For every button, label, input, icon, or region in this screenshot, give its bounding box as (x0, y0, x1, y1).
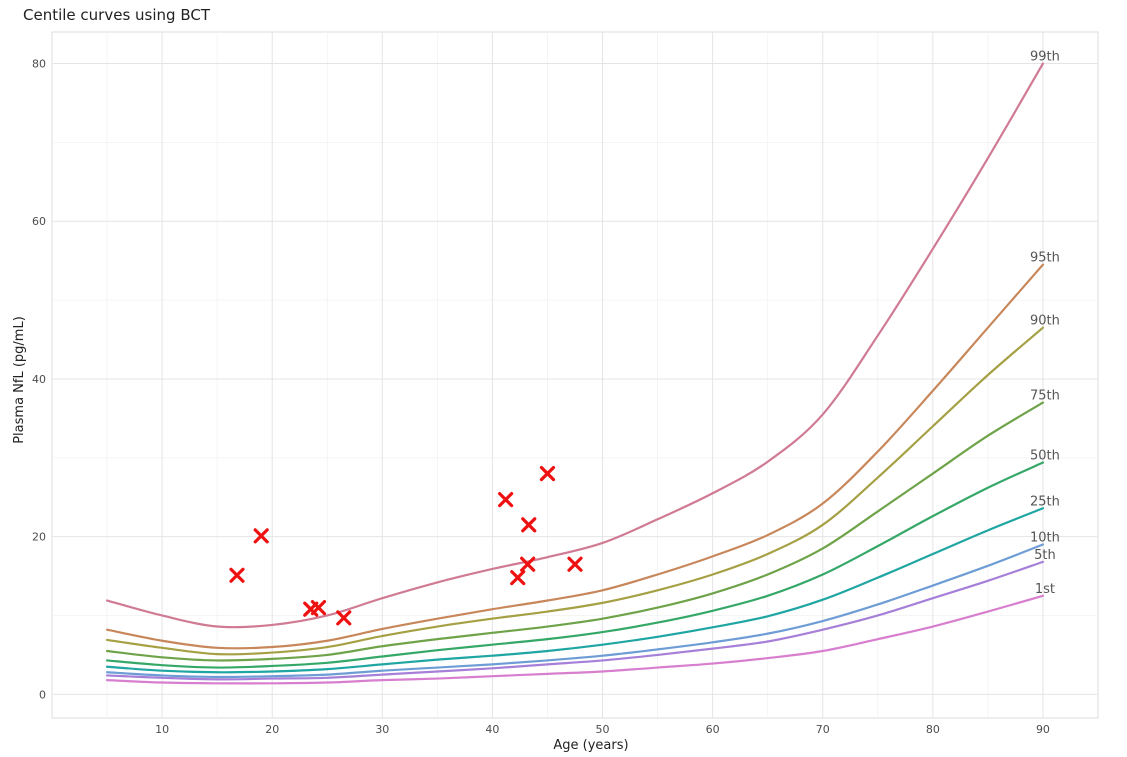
data-point-stroke (520, 556, 536, 572)
centile-label-10th: 10th (1030, 531, 1060, 546)
plot-panel (51, 31, 1099, 719)
data-point (521, 517, 537, 533)
centile-label-1st: 1st (1035, 582, 1055, 597)
x-tick-label: 70 (816, 723, 830, 736)
x-tick-label: 90 (1036, 723, 1050, 736)
data-point-stroke (498, 491, 514, 508)
chart-title: Centile curves using BCT (23, 6, 211, 24)
y-tick-label: 40 (32, 373, 46, 386)
centile-label-5th: 5th (1034, 548, 1056, 563)
y-tick-label: 60 (32, 215, 46, 228)
observed-points (229, 465, 583, 626)
grid-lines (52, 32, 1098, 718)
data-point (310, 600, 327, 616)
data-point (567, 556, 583, 572)
data-point (498, 491, 514, 508)
centile-curves (105, 62, 1045, 685)
data-point (229, 567, 245, 583)
data-point (539, 465, 556, 482)
y-tick-label: 0 (39, 688, 46, 701)
centile-label-50th: 50th (1030, 449, 1060, 464)
y-tick-label: 20 (32, 531, 46, 544)
data-point-stroke (521, 517, 537, 533)
centile-curve-90th (105, 326, 1045, 656)
data-point (520, 556, 536, 572)
data-point (336, 610, 352, 626)
plot-area (51, 31, 1099, 719)
data-point-stroke (336, 610, 352, 626)
data-point (253, 528, 269, 544)
y-axis-ticks: 0 20 40 60 80 (32, 58, 46, 702)
centile-curve-1st (105, 594, 1045, 685)
data-point-stroke (567, 556, 583, 572)
centile-label-99th: 99th (1030, 50, 1060, 65)
y-axis-label: Plasma NfL (pg/mL) (12, 316, 27, 444)
data-point (510, 570, 526, 586)
centile-curve-99th (105, 62, 1045, 629)
centile-curve-25th (105, 507, 1045, 674)
data-point-stroke (253, 528, 269, 544)
centile-labels: 1st 5th 10th 25th 50th 75th 90th 95th 99th (1030, 50, 1060, 597)
data-point-stroke (310, 600, 327, 616)
centile-label-95th: 95th (1030, 251, 1060, 266)
x-tick-label: 30 (375, 723, 389, 736)
x-tick-label: 80 (926, 723, 940, 736)
centile-curve-50th (105, 461, 1045, 669)
centile-curve-10th (105, 543, 1045, 679)
data-point-stroke (229, 567, 245, 583)
x-tick-label: 10 (155, 723, 169, 736)
data-point-stroke (510, 570, 526, 586)
data-point-stroke (539, 465, 556, 482)
y-tick-label: 80 (32, 58, 46, 71)
x-axis-ticks: 10 20 30 40 50 60 70 80 90 (155, 723, 1050, 736)
centile-label-90th: 90th (1030, 314, 1060, 329)
centile-curve-75th (105, 401, 1045, 662)
centile-label-25th: 25th (1030, 494, 1060, 509)
x-tick-label: 50 (596, 723, 610, 736)
x-tick-label: 40 (485, 723, 499, 736)
x-axis-label: Age (years) (553, 738, 628, 753)
centile-label-75th: 75th (1030, 389, 1060, 404)
centile-curve-5th (105, 560, 1045, 681)
x-tick-label: 60 (706, 723, 720, 736)
centile-curve-95th (105, 263, 1045, 650)
x-tick-label: 20 (265, 723, 279, 736)
